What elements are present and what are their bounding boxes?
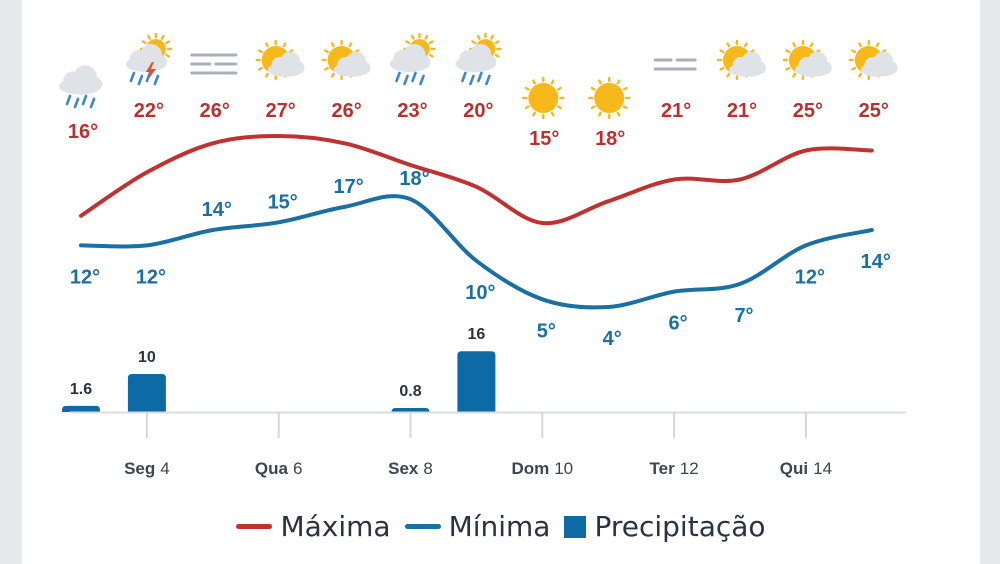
precip-label: 16 [468,326,486,343]
tick-date: 4 [160,459,169,478]
tick-day: Seg [124,459,155,478]
max-series: 16° 22° 26° 27° 26° 23° 20° 15° 18° 21° 21° 25° 25° [68,100,889,226]
min-series: 12° 12° 14° 15° 17° 18° 10° 5° 4° 6° 7° 12° 14° [70,168,891,350]
sun-icon [588,76,631,120]
legend-label: Precipitação [594,510,766,543]
weather-icons [59,32,898,120]
precip-label: 0.8 [399,383,421,400]
max-label: 15° [529,128,559,150]
legend-label: Máxima [280,510,391,543]
rain-sun-icon [389,32,436,86]
min-label: 4° [603,328,622,350]
partly-cloudy-icon [321,39,371,81]
partly-cloudy-icon [716,39,766,81]
tick-date: 8 [423,459,432,478]
legend-swatch-box [564,515,587,538]
min-label: 12° [795,266,825,288]
sun-icon [522,76,565,120]
max-label: 25° [859,100,889,122]
x-tick-label: Qui 14 [780,459,832,478]
precip-bar [62,405,100,412]
forecast-card: 16° 22° 26° 27° 26° 23° 20° 15° 18° 21° 21° 25° 25° … [22,0,980,564]
max-label: 26° [331,100,361,122]
max-label: 22° [134,100,164,122]
partly-cloudy-icon [255,39,305,81]
tick-date: 14 [813,459,832,478]
partly-cloudy-icon [848,39,898,81]
x-tick-label: Seg 4 [124,459,170,478]
max-label: 27° [266,100,296,122]
min-label: 15° [268,191,298,213]
precip-label: 10 [138,349,156,366]
legend-item: Mínima [404,510,551,543]
min-label: 5° [537,320,556,342]
min-label: 12° [70,266,100,288]
legend-swatch-line [404,524,441,529]
x-tick-label: Ter 12 [650,459,699,478]
precip-bar [127,374,166,412]
precip-series: 1.6 10 0.8 16 [62,326,496,412]
min-label: 12° [136,266,166,288]
precip-bar [391,408,430,412]
tick-date: 6 [293,459,302,478]
x-tick-label: Sex 8 [388,459,433,478]
max-label: 25° [793,100,823,122]
max-line [79,133,874,226]
rain-sun-icon [455,32,502,86]
x-tick-label: Qua 6 [255,459,303,478]
fog-icon [190,53,238,75]
rain-cloud-icon [59,65,103,109]
min-label: 17° [333,176,363,198]
legend: Máxima Mínima Precipitação [22,510,980,543]
tick-day: Qui [780,459,808,478]
legend-item: Precipitação [564,510,766,543]
thunderstorm-sun-icon [125,32,173,86]
tick-date: 12 [680,459,699,478]
tick-date: 10 [554,459,573,478]
legend-item: Máxima [236,510,391,543]
max-label: 20° [463,100,493,122]
max-label: 16° [68,121,98,143]
tick-day: Sex [388,459,419,478]
max-label: 26° [200,100,230,122]
legend-label: Mínima [448,510,551,543]
x-tick-label: Dom 10 [511,459,573,478]
tick-day: Ter [650,459,676,478]
max-label: 21° [661,100,691,122]
x-axis: Seg 4 Qua 6 Sex 8 Dom 10 Ter 12 Qui 14 [70,411,906,478]
tick-day: Dom [511,459,549,478]
min-label: 6° [669,313,688,335]
max-label: 21° [727,100,757,122]
precip-bar [457,351,496,412]
min-label: 7° [734,305,753,327]
min-label: 10° [465,282,495,304]
min-label: 14° [861,251,891,273]
forecast-chart: 16°22° 26° 27° 26° 23° 20°15° 18°21° 21° 25° 25° … [59,32,906,478]
precip-label: 1.6 [70,381,92,398]
min-label: 14° [202,199,232,221]
haze-icon [653,58,697,71]
max-label: 18° [595,128,625,150]
min-label: 18° [399,168,429,190]
max-label: 23° [397,100,427,122]
partly-cloudy-icon [782,39,832,81]
tick-day: Qua [255,459,289,478]
legend-swatch-line [236,524,273,529]
